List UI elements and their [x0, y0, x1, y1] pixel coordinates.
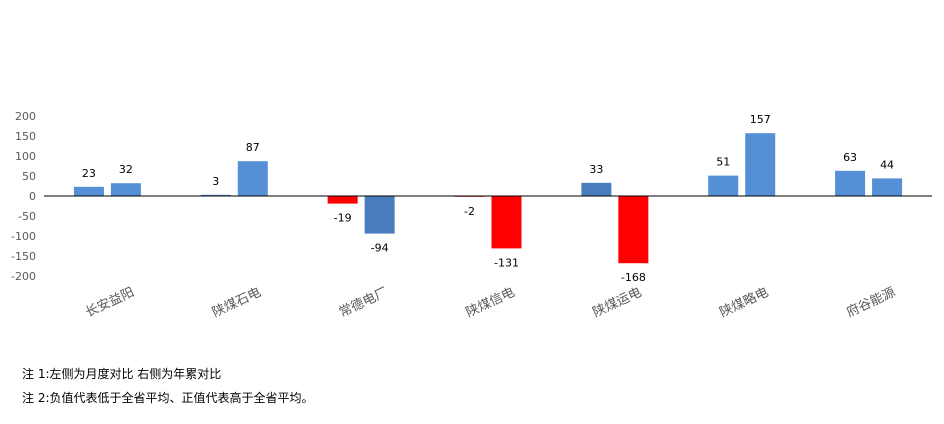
- bar-monthly: [581, 182, 612, 196]
- data-label: -168: [621, 271, 646, 284]
- bar-cumulative: [364, 196, 395, 234]
- y-tick-label: 50: [22, 170, 36, 183]
- bar-monthly: [73, 186, 104, 196]
- footnote-2: 注 2:负值代表低于全省平均、正值代表高于全省平均。: [22, 391, 314, 405]
- y-tick-label: -200: [11, 270, 36, 283]
- data-label: 23: [82, 167, 96, 180]
- bar-cumulative: [618, 196, 649, 264]
- y-tick-label: 100: [15, 150, 36, 163]
- bar-cumulative: [110, 183, 141, 196]
- category-label: 府谷能源: [844, 285, 897, 321]
- data-label: -19: [334, 212, 352, 225]
- y-tick-label: 150: [15, 130, 36, 143]
- y-axis-ticks: 200 150 100 50 0 -50 -100 -150 -200: [11, 110, 36, 283]
- data-label: 33: [589, 163, 603, 176]
- data-label: 157: [750, 113, 771, 126]
- data-label: 63: [843, 151, 857, 164]
- bar-chart: 200 150 100 50 0 -50 -100 -150 -200 23 32 3 87 -19 -9…: [11, 110, 932, 321]
- data-label: -131: [494, 256, 519, 269]
- category-label: 陕煤石电: [210, 285, 263, 321]
- bar-cumulative: [745, 133, 776, 196]
- data-label: 32: [119, 163, 133, 176]
- data-label: -2: [464, 205, 475, 218]
- category-label: 陕煤略电: [717, 284, 771, 320]
- bar-monthly: [708, 175, 739, 196]
- y-tick-label: 0: [29, 190, 36, 203]
- bar-cumulative: [872, 178, 903, 196]
- category-label: 长安益阳: [83, 285, 136, 321]
- data-label: 3: [212, 175, 219, 188]
- bar-monthly: [327, 196, 358, 204]
- y-tick-label: -50: [18, 210, 36, 223]
- data-labels: 23 32 3 87 -19 -94 -2 -131 33 -168 51 157 63 44: [82, 113, 894, 284]
- y-tick-label: -100: [11, 230, 36, 243]
- data-label: -94: [371, 242, 389, 255]
- category-labels: 长安益阳 陕煤石电 常德电厂 陕煤信电 陕煤运电 陕煤略电 府谷能源: [83, 284, 898, 320]
- footnotes: 注 1:左侧为月度对比 右侧为年累对比 注 2:负值代表低于全省平均、正值代表高…: [22, 362, 314, 410]
- y-tick-label: -150: [11, 250, 36, 263]
- bar-cumulative: [491, 196, 522, 249]
- bar-monthly: [200, 194, 231, 196]
- bar-cumulative: [237, 161, 268, 196]
- category-label: 陕煤运电: [591, 285, 644, 321]
- footnote-1: 注 1:左侧为月度对比 右侧为年累对比: [22, 367, 222, 381]
- bars: [73, 133, 903, 264]
- category-label: 常德电厂: [337, 285, 390, 321]
- data-label: 87: [246, 141, 260, 154]
- bar-monthly: [835, 170, 866, 196]
- y-tick-label: 200: [15, 110, 36, 123]
- data-label: 44: [880, 158, 894, 171]
- category-label: 陕煤信电: [464, 285, 517, 321]
- data-label: 51: [716, 156, 730, 169]
